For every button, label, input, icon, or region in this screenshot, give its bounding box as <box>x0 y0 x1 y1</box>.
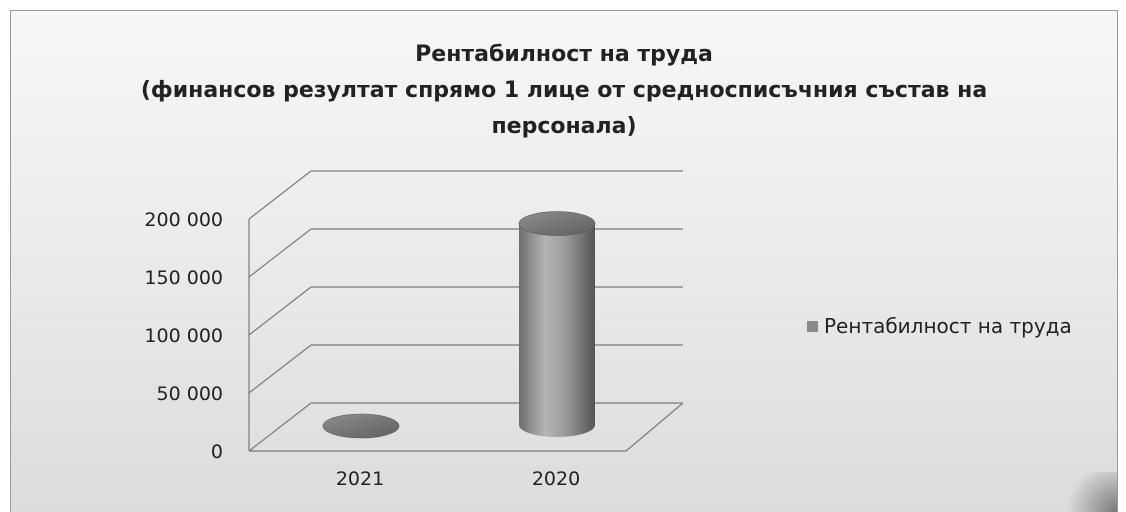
legend-swatch <box>807 320 818 332</box>
x-tick-label: 2020 <box>532 468 580 490</box>
corner-shade <box>1057 472 1117 512</box>
chart-area: Рентабилност на труда (финансов резултат… <box>10 10 1118 512</box>
y-tick-label: 200 000 <box>144 209 223 231</box>
gridline-side <box>248 170 312 220</box>
floor-right-edge <box>625 402 684 452</box>
gridline-side <box>248 402 312 452</box>
y-tick-label: 50 000 <box>157 383 223 405</box>
y-tick-label: 150 000 <box>144 267 223 289</box>
chart-title-line-1: Рентабилност на труда <box>415 42 713 67</box>
chart-title-line-2: (финансов резултат спрямо 1 лице от сред… <box>140 78 988 103</box>
x-tick-label: 2021 <box>336 468 384 490</box>
gridline-side <box>248 228 312 278</box>
bar-top <box>322 413 400 439</box>
gridline-side <box>248 344 312 394</box>
bar-top <box>518 211 596 236</box>
y-tick-label: 100 000 <box>144 325 223 347</box>
legend: Рентабилност на труда <box>807 314 1072 338</box>
bar-body <box>519 223 595 437</box>
chart-title: Рентабилност на труда (финансов резултат… <box>11 37 1117 145</box>
legend-label: Рентабилност на труда <box>824 314 1072 338</box>
gridline-side <box>248 286 312 336</box>
plot-area: 0 50 000 100 000 150 000 200 000 2021 2020 <box>144 170 684 490</box>
chart-title-line-3: персонала) <box>491 114 637 139</box>
y-tick-label: 0 <box>211 441 223 463</box>
